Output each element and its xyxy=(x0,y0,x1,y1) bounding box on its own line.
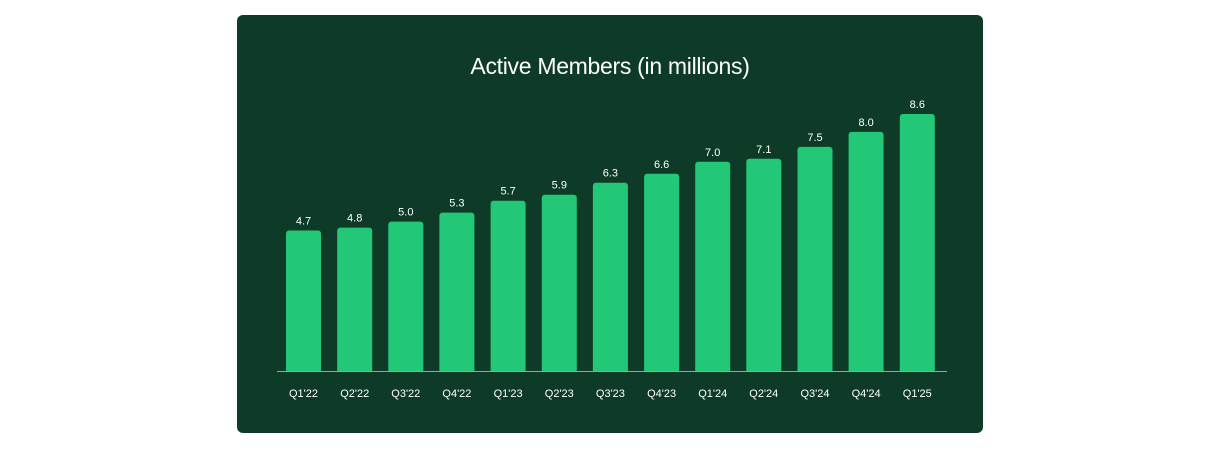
bar-6 xyxy=(592,182,628,371)
bar-base-0 xyxy=(286,368,321,371)
bar-base-7 xyxy=(644,368,680,371)
x-tick-label-8: Q1'24 xyxy=(698,388,727,400)
bar-base-6 xyxy=(592,368,628,371)
bar-base-5 xyxy=(541,368,577,371)
x-tick-label-9: Q2'24 xyxy=(749,388,778,400)
bar-value-label-7: 6.6 xyxy=(654,159,669,171)
bar-2 xyxy=(388,221,424,371)
chart-card: Active Members (in millions) 4.7 Q1'22 4.8… xyxy=(237,15,983,433)
bar-5 xyxy=(541,194,577,371)
x-tick-label-5: Q2'23 xyxy=(545,388,574,400)
bar-1 xyxy=(337,227,373,371)
bar-11 xyxy=(848,131,884,371)
bar-base-3 xyxy=(439,368,475,371)
bar-value-label-10: 7.5 xyxy=(807,132,822,144)
bar-value-label-1: 4.8 xyxy=(347,213,362,225)
bar-value-label-8: 7.0 xyxy=(705,147,720,159)
bar-base-8 xyxy=(695,368,731,371)
x-tick-label-11: Q4'24 xyxy=(852,388,881,400)
x-tick-label-12: Q1'25 xyxy=(903,388,932,400)
bar-value-label-9: 7.1 xyxy=(756,144,771,156)
bar-chart: 4.7 Q1'22 4.8 Q2'22 5.0 Q3'22 5.3 Q4'22 5.7 Q1'23… xyxy=(277,99,947,400)
bar-value-label-0: 4.7 xyxy=(296,216,311,228)
bar-4 xyxy=(490,200,526,371)
bar-10 xyxy=(797,146,833,371)
x-tick-label-6: Q3'23 xyxy=(596,388,625,400)
bar-base-11 xyxy=(848,368,884,371)
x-tick-label-3: Q4'22 xyxy=(442,388,471,400)
bar-value-label-4: 5.7 xyxy=(500,186,515,198)
bar-base-10 xyxy=(797,368,833,371)
bar-9 xyxy=(746,158,782,371)
x-tick-label-4: Q1'23 xyxy=(494,388,523,400)
bar-12 xyxy=(899,114,935,371)
bar-value-label-6: 6.3 xyxy=(603,168,618,180)
bar-7 xyxy=(644,173,680,371)
bar-0 xyxy=(286,230,321,371)
bar-value-label-12: 8.6 xyxy=(910,99,925,111)
x-tick-label-7: Q4'23 xyxy=(647,388,676,400)
bar-value-label-3: 5.3 xyxy=(449,198,464,210)
bar-base-4 xyxy=(490,368,526,371)
chart-title: Active Members (in millions) xyxy=(470,53,750,79)
bar-base-9 xyxy=(746,368,782,371)
bar-value-label-2: 5.0 xyxy=(398,207,413,219)
bar-8 xyxy=(695,161,731,371)
x-tick-label-0: Q1'22 xyxy=(289,388,318,400)
bar-value-label-11: 8.0 xyxy=(858,117,873,129)
bar-base-12 xyxy=(899,368,935,371)
bar-value-label-5: 5.9 xyxy=(552,180,567,192)
bar-base-2 xyxy=(388,368,424,371)
bar-3 xyxy=(439,212,475,371)
bar-base-1 xyxy=(337,368,373,371)
x-tick-label-1: Q2'22 xyxy=(340,388,369,400)
x-tick-label-2: Q3'22 xyxy=(391,388,420,400)
x-tick-label-10: Q3'24 xyxy=(800,388,829,400)
